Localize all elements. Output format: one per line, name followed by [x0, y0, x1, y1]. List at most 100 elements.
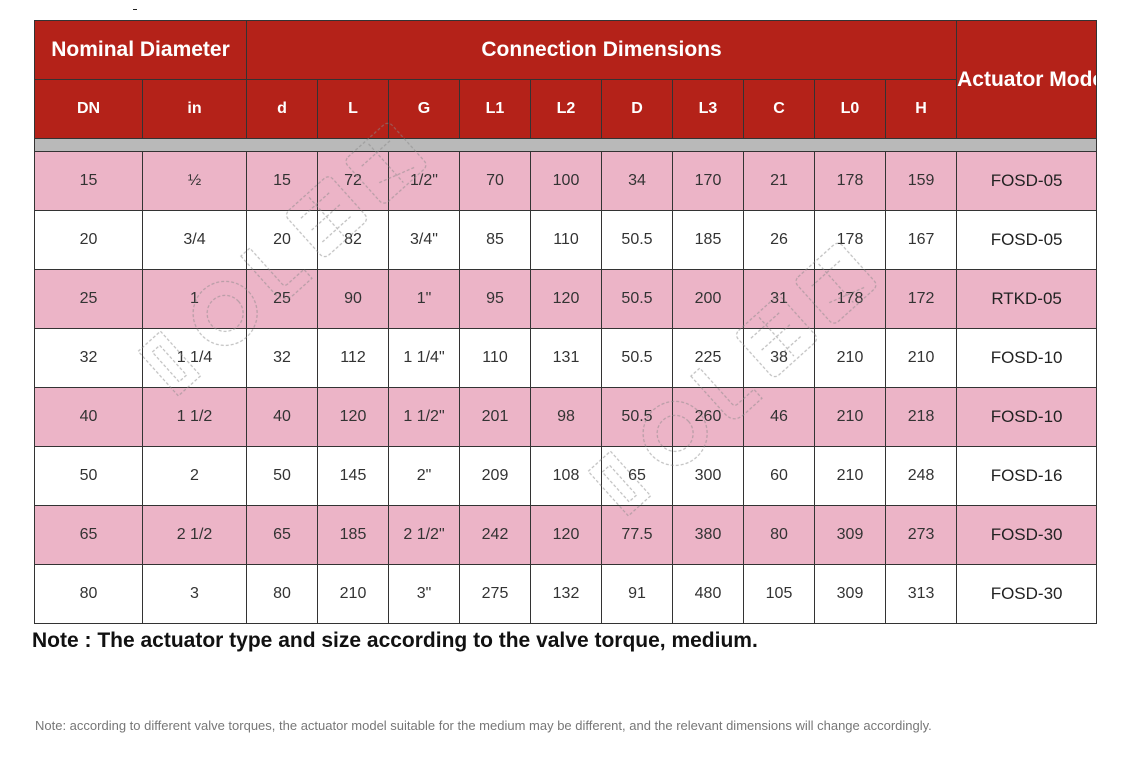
table-cell: 210 [814, 328, 886, 388]
table-cell: 131 [530, 328, 602, 388]
column-header: C [743, 79, 815, 139]
table-cell: 50 [34, 446, 143, 506]
table-cell: 145 [317, 446, 389, 506]
table-cell: 50.5 [601, 387, 673, 447]
actuator-model-cell: RTKD-05 [956, 269, 1098, 329]
actuator-model-cell: FOSD-10 [956, 387, 1098, 447]
table-row: 80 3 80 210 3" 275 132 91 480 105 309 313 FOSD-30 [34, 564, 1098, 624]
column-header: G [388, 79, 460, 139]
table-cell: 210 [884, 328, 958, 388]
table-cell: 120 [530, 269, 602, 329]
table-cell: 218 [884, 387, 958, 447]
table-cell: 3/4" [388, 210, 460, 270]
table-cell: 260 [672, 387, 744, 447]
connection-dimensions-header: Connection Dimensions [245, 20, 958, 80]
actuator-model-cell: FOSD-05 [956, 210, 1098, 270]
table-cell: 172 [884, 269, 958, 329]
table-cell: 46 [743, 387, 815, 447]
table-cell: 110 [459, 328, 531, 388]
table-cell: 70 [459, 151, 531, 211]
table-cell: 313 [884, 564, 958, 624]
table-cell: 275 [459, 564, 531, 624]
table-cell: 50.5 [601, 269, 673, 329]
table-cell: 72 [317, 151, 389, 211]
column-header: H [884, 79, 958, 139]
table-cell: 90 [317, 269, 389, 329]
table-cell: 50.5 [601, 328, 673, 388]
dimensions-table: Nominal Diameter Connection Dimensions A… [33, 20, 1098, 624]
table-cell: 100 [530, 151, 602, 211]
table-cell: 200 [672, 269, 744, 329]
actuator-model-cell: FOSD-30 [956, 505, 1098, 565]
table-row: 65 2 1/2 65 185 2 1/2" 242 120 77.5 380 80 309 273 F… [34, 505, 1098, 565]
table-cell: 32 [246, 328, 318, 388]
table-cell: 110 [530, 210, 602, 270]
table-cell: 21 [743, 151, 815, 211]
table-cell: 242 [459, 505, 531, 565]
table-cell: ½ [142, 151, 247, 211]
table-cell: 1 1/4" [388, 328, 460, 388]
table-cell: 300 [672, 446, 744, 506]
table-cell: 105 [743, 564, 815, 624]
table-cell: 209 [459, 446, 531, 506]
actuator-model-cell: FOSD-30 [956, 564, 1098, 624]
actuator-model-cell: FOSD-10 [956, 328, 1098, 388]
table-cell: 1 1/2 [142, 387, 247, 447]
table-cell: 91 [601, 564, 673, 624]
table-cell: 185 [672, 210, 744, 270]
table-cell: 2 1/2" [388, 505, 460, 565]
column-header: D [601, 79, 673, 139]
table-cell: 85 [459, 210, 531, 270]
table-cell: 65 [246, 505, 318, 565]
table-cell: 31 [743, 269, 815, 329]
table-row: 40 1 1/2 40 120 1 1/2" 201 98 50.5 260 46 210 218 FO… [34, 387, 1098, 447]
table-cell: 132 [530, 564, 602, 624]
table-cell: 38 [743, 328, 815, 388]
table-cell: 3" [388, 564, 460, 624]
column-header: L [317, 79, 389, 139]
stray-dash [133, 9, 137, 10]
table-cell: 3/4 [142, 210, 247, 270]
table-cell: 178 [814, 269, 886, 329]
group-header-row: Nominal Diameter Connection Dimensions A… [34, 20, 1098, 139]
table-cell: 40 [246, 387, 318, 447]
table-cell: 32 [34, 328, 143, 388]
table-cell: 178 [814, 151, 886, 211]
table-cell: 65 [34, 505, 143, 565]
sub-header-row: DN in d L G L1 L2 D L3 C L0 H [34, 79, 1097, 139]
table-cell: 210 [317, 564, 389, 624]
table-cell: 50 [246, 446, 318, 506]
footnote: Note: according to different valve torqu… [35, 718, 932, 733]
table-cell: 80 [743, 505, 815, 565]
table-cell: 178 [814, 210, 886, 270]
table-cell: 120 [317, 387, 389, 447]
table-cell: 2 [142, 446, 247, 506]
table-cell: 201 [459, 387, 531, 447]
column-header: in [142, 79, 247, 139]
table-cell: 77.5 [601, 505, 673, 565]
table-cell: 50.5 [601, 210, 673, 270]
column-header: L1 [459, 79, 531, 139]
table-cell: 108 [530, 446, 602, 506]
table-cell: 80 [246, 564, 318, 624]
table-cell: 210 [814, 387, 886, 447]
table-row: 32 1 1/4 32 112 1 1/4" 110 131 50.5 225 38 210 210 F… [34, 328, 1098, 388]
table-cell: 309 [814, 564, 886, 624]
table-cell: 25 [246, 269, 318, 329]
table-cell: 159 [884, 151, 958, 211]
spacer-cell [33, 138, 1098, 152]
column-header: L2 [530, 79, 602, 139]
table-cell: 112 [317, 328, 389, 388]
column-header: L0 [814, 79, 886, 139]
table-cell: 1 1/4 [142, 328, 247, 388]
table-cell: 80 [34, 564, 143, 624]
table-cell: 15 [246, 151, 318, 211]
table-cell: 170 [672, 151, 744, 211]
table-cell: 1/2" [388, 151, 460, 211]
table-cell: 26 [743, 210, 815, 270]
table-cell: 210 [814, 446, 886, 506]
table-cell: 60 [743, 446, 815, 506]
table-body: 15 ½ 15 72 1/2" 70 100 34 170 21 178 159 FOSD-05 20 3/… [33, 138, 1098, 624]
column-header: d [246, 79, 318, 139]
table-cell: 25 [34, 269, 143, 329]
